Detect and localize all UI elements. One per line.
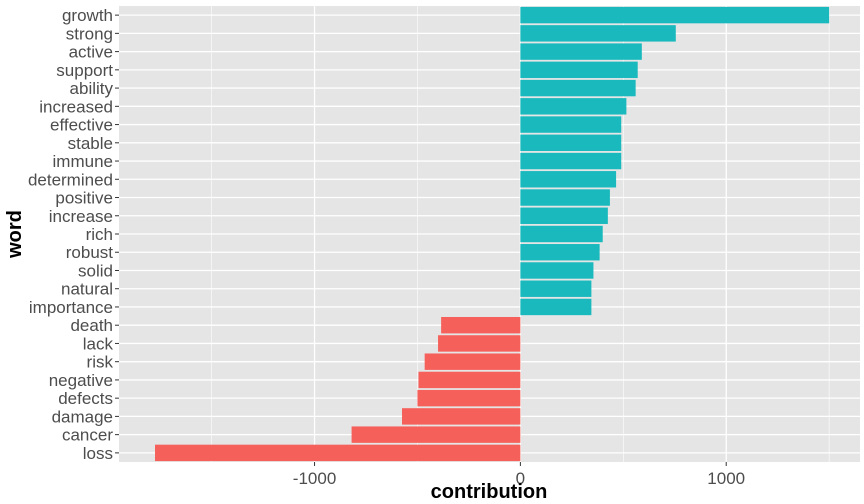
y-tick-label: increased: [39, 97, 113, 116]
y-tick-label: lack: [83, 334, 114, 353]
bar-natural: [520, 280, 592, 297]
bar-stable: [520, 134, 622, 152]
bar-ability: [520, 79, 636, 97]
bar-effective: [520, 116, 622, 133]
bar-growth: [520, 6, 830, 24]
y-tick-label: death: [70, 316, 113, 335]
x-tick-label: 0: [516, 469, 525, 488]
y-tick-label: natural: [61, 280, 113, 299]
y-tick-label: effective: [50, 116, 113, 135]
y-tick-label: active: [69, 43, 113, 62]
y-tick-label: strong: [66, 24, 113, 43]
y-tick-label: growth: [62, 6, 113, 25]
bar-robust: [520, 244, 600, 261]
bar-immune: [520, 152, 622, 170]
y-tick-label: stable: [68, 134, 113, 153]
bar-importance: [520, 298, 592, 316]
y-axis-ticks: growthstrongactivesupportabilityincrease…: [28, 6, 119, 463]
bar-increase: [520, 207, 608, 224]
y-tick-label: negative: [49, 371, 113, 390]
bars: [155, 6, 830, 462]
bar-loss: [155, 444, 521, 462]
y-tick-label: determined: [28, 170, 113, 189]
y-tick-label: support: [56, 61, 113, 80]
bar-defects: [417, 389, 521, 407]
bar-lack: [438, 335, 521, 352]
y-tick-label: ability: [70, 79, 114, 98]
bar-cancer: [351, 426, 521, 443]
bar-support: [520, 61, 638, 79]
bar-solid: [520, 262, 594, 279]
bar-rich: [520, 225, 603, 243]
bar-strong: [520, 25, 676, 42]
bar-positive: [520, 189, 610, 206]
x-tick-label: 1000: [707, 469, 745, 488]
y-tick-label: robust: [66, 243, 114, 262]
bar-risk: [424, 353, 521, 370]
bar-negative: [418, 371, 521, 389]
y-tick-label: risk: [87, 353, 114, 372]
y-axis-title: word: [4, 210, 26, 259]
bar-determined: [520, 171, 617, 188]
y-tick-label: immune: [53, 152, 113, 171]
y-tick-label: loss: [83, 444, 113, 463]
x-axis-ticks: -1000 0 1000: [293, 462, 745, 488]
bar-increased: [520, 98, 627, 115]
y-tick-label: solid: [78, 261, 113, 280]
y-tick-label: importance: [29, 298, 113, 317]
y-tick-label: positive: [55, 189, 113, 208]
y-tick-label: damage: [52, 407, 113, 426]
x-axis-title: contribution: [431, 481, 548, 503]
y-tick-label: defects: [58, 389, 113, 408]
y-tick-label: cancer: [62, 426, 113, 445]
y-tick-label: rich: [86, 225, 113, 244]
y-tick-label: increase: [49, 207, 113, 226]
bar-death: [441, 316, 521, 334]
x-tick-label: -1000: [293, 469, 336, 488]
bar-active: [520, 43, 642, 60]
bar-damage: [402, 408, 521, 425]
